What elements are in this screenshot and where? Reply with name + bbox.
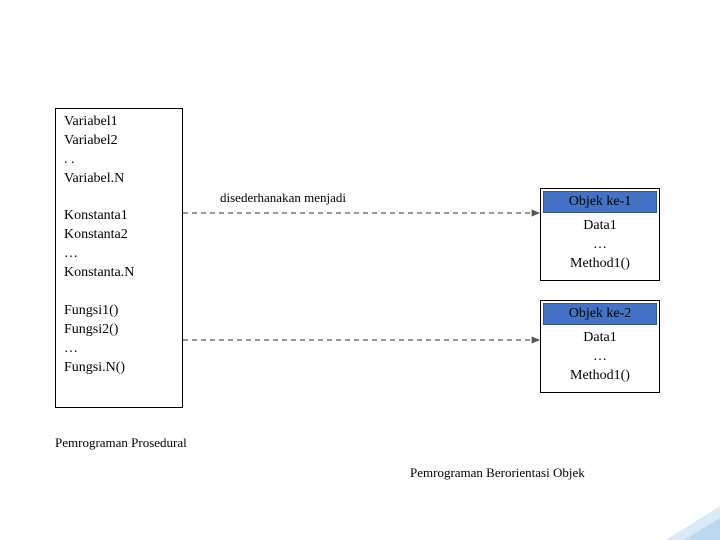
object-box-body: Data1…Method1() <box>541 327 659 392</box>
procedural-line: Variabel2 <box>64 132 174 151</box>
procedural-line: Fungsi1() <box>64 302 174 321</box>
procedural-line: . . <box>64 151 174 170</box>
procedural-line: Konstanta2 <box>64 226 174 245</box>
caption-procedural: Pemrograman Prosedural <box>55 435 187 451</box>
procedural-line: Konstanta.N <box>64 264 174 283</box>
object-box-line: Data1 <box>549 217 651 236</box>
object-box-line: Method1() <box>549 255 651 274</box>
procedural-line <box>64 189 174 208</box>
object-box-line: … <box>549 236 651 255</box>
procedural-line: Variabel1 <box>64 113 174 132</box>
procedural-line: Fungsi2() <box>64 321 174 340</box>
procedural-line: … <box>64 340 174 359</box>
slide-corner-decoration <box>666 506 720 540</box>
object-box-header: Objek ke-2 <box>543 303 657 325</box>
procedural-line: … <box>64 245 174 264</box>
procedural-line: Konstanta1 <box>64 207 174 226</box>
object-box-2: Objek ke-2Data1…Method1() <box>540 300 660 393</box>
procedural-line: Fungsi.N() <box>64 359 174 378</box>
object-box-1: Objek ke-1Data1…Method1() <box>540 188 660 281</box>
object-box-line: Data1 <box>549 329 651 348</box>
object-box-line: Method1() <box>549 367 651 386</box>
procedural-box: Variabel1Variabel2. .Variabel.N Konstant… <box>55 108 183 408</box>
simplify-label: disederhanakan menjadi <box>220 190 346 206</box>
object-box-body: Data1…Method1() <box>541 215 659 280</box>
object-box-line: … <box>549 348 651 367</box>
object-box-header: Objek ke-1 <box>543 191 657 213</box>
procedural-line: Variabel.N <box>64 170 174 189</box>
caption-oop: Pemrograman Berorientasi Objek <box>410 465 585 481</box>
procedural-line <box>64 283 174 302</box>
